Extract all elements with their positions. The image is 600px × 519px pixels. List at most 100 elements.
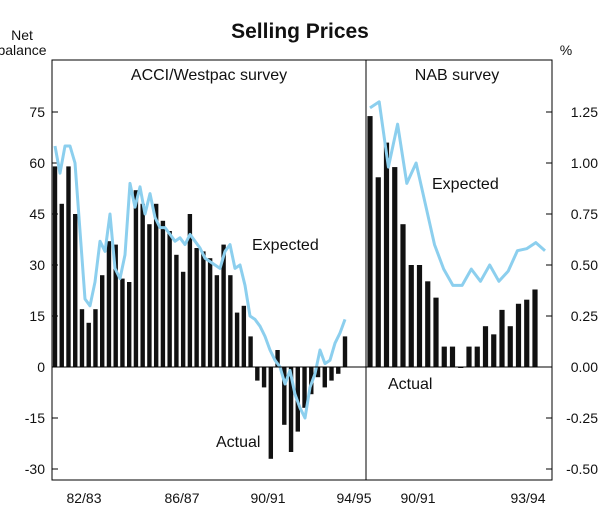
right-tick-label: -0.50 bbox=[566, 461, 598, 477]
actual-bar bbox=[375, 177, 381, 367]
left-tick-label: 15 bbox=[29, 308, 45, 324]
x-tick-label: 93/94 bbox=[510, 490, 545, 506]
left-tick-label: -30 bbox=[25, 461, 45, 477]
actual-bar bbox=[466, 346, 472, 367]
x-tick-label: 90/91 bbox=[250, 490, 285, 506]
x-tick-label: 82/83 bbox=[66, 490, 101, 506]
right-tick-label: 0.50 bbox=[571, 257, 598, 273]
actual-bar bbox=[52, 166, 58, 367]
actual-bar bbox=[174, 254, 179, 367]
actual-bar bbox=[201, 251, 206, 367]
actual-bar bbox=[248, 336, 253, 367]
left-tick-label: 0 bbox=[37, 359, 45, 375]
x-tick-label: 90/91 bbox=[400, 490, 435, 506]
actual-bar bbox=[524, 299, 530, 367]
right-tick-label: -0.25 bbox=[566, 410, 598, 426]
chart-title: Selling Prices bbox=[231, 20, 369, 43]
actual-bar bbox=[383, 142, 390, 367]
actual-bar bbox=[241, 305, 247, 367]
left-tick-label: -15 bbox=[25, 410, 45, 426]
actual-bar bbox=[433, 297, 439, 367]
actual-bar bbox=[425, 281, 431, 367]
annotation-expected-nab: Expected bbox=[432, 176, 499, 193]
actual-bar bbox=[73, 214, 78, 367]
actual-bar bbox=[93, 309, 98, 367]
actual-bar bbox=[449, 346, 456, 367]
actual-bar bbox=[140, 203, 145, 367]
actual-bar bbox=[322, 367, 327, 388]
x-tick-label: 86/87 bbox=[164, 490, 199, 506]
x-tick-label: 94/95 bbox=[336, 490, 371, 506]
expected-line bbox=[53, 144, 347, 420]
right-tick-label: 1.25 bbox=[571, 104, 598, 120]
left-axis-label-line1: Net bbox=[11, 27, 33, 43]
annotation-actual-nab: Actual bbox=[388, 376, 432, 393]
left-tick-label: 45 bbox=[29, 206, 45, 222]
actual-bar bbox=[336, 367, 341, 374]
actual-bar bbox=[221, 244, 226, 367]
right-tick-label: 0.75 bbox=[571, 206, 598, 222]
actual-bar bbox=[214, 275, 220, 367]
expected-line bbox=[369, 100, 546, 287]
left-axis-label-line2: balance bbox=[0, 42, 47, 58]
actual-bar bbox=[400, 224, 406, 367]
actual-bars bbox=[52, 116, 538, 459]
right-axis-label: % bbox=[560, 42, 572, 58]
annotation-expected-acci: Expected bbox=[252, 237, 319, 254]
actual-bar bbox=[342, 336, 348, 367]
left-tick-label: 75 bbox=[29, 104, 45, 120]
actual-bar bbox=[207, 258, 213, 367]
actual-bar bbox=[194, 248, 199, 367]
actual-bar bbox=[416, 265, 423, 367]
actual-bar bbox=[79, 309, 85, 367]
actual-bar bbox=[329, 367, 334, 381]
actual-bar bbox=[100, 275, 105, 367]
actual-bar bbox=[167, 231, 172, 367]
left-tick-label: 60 bbox=[29, 155, 45, 171]
actual-bar bbox=[441, 346, 447, 367]
actual-bar bbox=[261, 367, 267, 388]
actual-bar bbox=[160, 220, 166, 367]
x-tick-labels: 82/83 86/87 90/91 94/95 90/91 93/94 bbox=[66, 490, 545, 506]
right-tick-labels: 1.25 1.00 0.75 0.50 0.25 0.00 -0.25 -0.50 bbox=[546, 104, 598, 477]
actual-bar bbox=[59, 203, 64, 367]
actual-bar bbox=[392, 167, 398, 367]
actual-bar bbox=[499, 309, 505, 367]
actual-bar bbox=[515, 303, 522, 367]
actual-bar bbox=[153, 203, 159, 367]
annotation-actual-acci: Actual bbox=[216, 434, 260, 451]
plot-frame bbox=[51, 59, 553, 481]
expected-lines bbox=[53, 100, 546, 420]
actual-bar bbox=[228, 275, 233, 367]
panel-title-acci: ACCI/Westpac survey bbox=[131, 67, 287, 84]
actual-bar bbox=[507, 326, 513, 367]
actual-bar bbox=[86, 322, 91, 367]
right-tick-label: 0.25 bbox=[571, 308, 598, 324]
panel-title-nab: NAB survey bbox=[415, 67, 499, 84]
actual-bar bbox=[315, 367, 321, 378]
actual-bar bbox=[275, 350, 280, 367]
actual-bar bbox=[234, 312, 240, 367]
actual-bar bbox=[282, 367, 287, 425]
actual-bar bbox=[133, 190, 139, 367]
actual-bar bbox=[408, 265, 414, 367]
actual-bar bbox=[367, 116, 373, 367]
actual-bar bbox=[120, 278, 125, 367]
actual-bar bbox=[126, 282, 132, 367]
left-tick-labels: 75 60 45 30 15 0 -15 -30 bbox=[25, 104, 58, 477]
actual-bar bbox=[302, 367, 307, 408]
actual-bar bbox=[66, 166, 71, 367]
actual-bar bbox=[482, 326, 489, 367]
actual-bar bbox=[106, 241, 112, 367]
actual-bar bbox=[288, 367, 294, 452]
actual-bar bbox=[474, 346, 480, 367]
right-tick-label: 1.00 bbox=[571, 155, 598, 171]
actual-bar bbox=[268, 367, 274, 459]
actual-bar bbox=[147, 224, 152, 367]
actual-bar bbox=[113, 244, 118, 367]
actual-bar bbox=[187, 214, 193, 367]
actual-bar bbox=[491, 334, 497, 367]
actual-bar bbox=[255, 367, 260, 381]
actual-bar bbox=[532, 289, 538, 367]
